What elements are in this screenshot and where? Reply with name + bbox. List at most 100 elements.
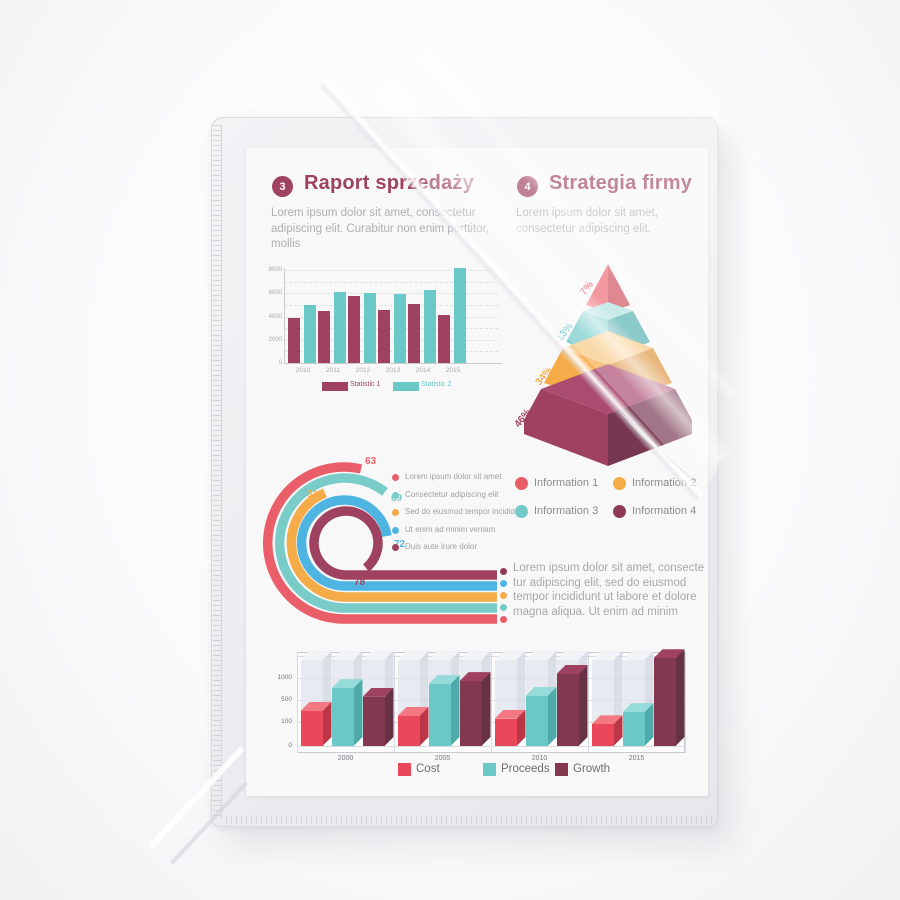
bar-growth-top — [362, 687, 394, 697]
ghost-column-top — [331, 651, 363, 660]
bar-cost-side — [419, 706, 429, 746]
sleeve-seam-bottom — [226, 816, 714, 824]
paragraph-line: magna aliqua. Ut enim ad minim — [513, 605, 678, 618]
arc-value-31: 31 — [307, 489, 319, 500]
arc-value-78: 78 — [354, 577, 366, 588]
legend-dot — [392, 544, 399, 552]
bar-proceeds-front — [525, 696, 548, 746]
bar-proceeds-top — [622, 703, 654, 713]
y-axis-tick: 500 — [281, 696, 292, 703]
bar-growth-top — [556, 665, 588, 675]
y-axis-line — [284, 268, 285, 363]
bar-proceeds-front — [428, 684, 451, 746]
bullet-dot — [500, 616, 507, 623]
y-axis-tick: 1000 — [277, 674, 292, 681]
bar-proceeds-front — [331, 688, 354, 746]
bar-growth-side — [675, 649, 685, 746]
bullet-dot — [500, 604, 507, 611]
sleeve-seam-left — [213, 125, 222, 819]
arc-value-72: 72 — [394, 539, 406, 550]
ghost-column-top — [362, 651, 394, 660]
ghost-column-top — [556, 651, 588, 660]
y-axis-tick: 0 — [278, 360, 282, 366]
bar-cost-front — [397, 715, 420, 746]
bar-cost-side — [516, 709, 526, 746]
ghost-column-side — [613, 651, 623, 746]
legend-dot — [392, 526, 399, 534]
ghost-column-top — [494, 651, 526, 660]
bar-cost-side — [322, 702, 332, 746]
bar-growth-front — [556, 674, 579, 746]
bar-growth-top — [459, 672, 491, 682]
finance-chart-legend: Cost Proceeds Growth — [383, 761, 663, 779]
legend-label-growth: Growth — [573, 763, 611, 775]
bar-growth-front — [362, 696, 385, 746]
ghost-column-side — [322, 651, 332, 746]
legend-label: Information 4 — [632, 505, 697, 517]
bullet-dot — [500, 592, 507, 599]
bar-cost-front — [494, 718, 517, 746]
bar-proceeds-side — [353, 679, 363, 746]
bar-proceeds-front — [622, 712, 645, 746]
ghost-column-top — [459, 651, 491, 660]
bar-growth-front — [653, 658, 676, 746]
bar-growth-side — [481, 672, 491, 746]
sleeve-glass-overlay — [246, 148, 708, 796]
arc-blue — [296, 495, 497, 591]
legend-label: Duis aute irure dolor — [405, 542, 478, 552]
bar-proceeds-side — [644, 703, 654, 746]
y-axis-tick: 4000 — [268, 313, 282, 320]
legend-label-proceeds: Proceeds — [501, 763, 550, 775]
bar-proceeds-top — [428, 675, 460, 685]
ghost-column-top — [300, 651, 332, 660]
bar-proceeds-top — [525, 687, 557, 697]
y-axis-tick: 100 — [281, 718, 292, 725]
paragraph-line: Lorem ipsum dolor sit amet, consecte — [513, 562, 705, 574]
y-axis-tick: 0 — [288, 742, 292, 749]
legend-swatch-cost — [398, 763, 411, 776]
x-axis-tick: 2010 — [295, 367, 311, 374]
bar-cost-top — [300, 702, 332, 711]
x-axis-tick: 2015 — [628, 755, 645, 762]
arc-maroon — [309, 506, 497, 580]
legend-dot — [613, 505, 626, 518]
legend-label-cost: Cost — [416, 763, 440, 775]
x-axis-tick: 2010 — [531, 755, 548, 762]
ghost-column-top — [397, 651, 429, 660]
legend-label: Sed do eiusmod tempor incididunt — [405, 507, 526, 517]
bar-cost-top — [397, 706, 429, 716]
y-axis-tick: 2000 — [268, 336, 282, 343]
legend-row: Sed do eiusmod tempor incididunt — [392, 506, 526, 524]
y-axis-tick: 6000 — [268, 290, 282, 297]
bar-growth-side — [578, 665, 588, 746]
ghost-column-top — [525, 651, 557, 660]
section-badge-3: 3 — [272, 176, 293, 197]
legend-swatch-proceeds — [483, 763, 496, 776]
bar-growth-side — [384, 687, 394, 746]
finance-3d-bar-chart: 1000 500 100 0 2000 2005 2010 2015 — [270, 648, 694, 762]
x-axis-tick: 2000 — [337, 755, 354, 762]
grid-line-vertical — [394, 652, 395, 753]
y-axis-tick: 8000 — [268, 267, 282, 273]
bar-growth-top — [653, 649, 685, 659]
paragraph-line: tempor incididunt ut labore et dolore — [513, 591, 697, 603]
bar-cost-front — [300, 711, 323, 746]
bullet-dot — [500, 568, 507, 575]
legend-row: Duis aute irure dolor — [392, 541, 517, 559]
grid-line-vertical — [297, 652, 298, 753]
legend-label: Ut enim ad minim veniam — [405, 524, 496, 534]
ghost-column-top — [622, 651, 654, 660]
bar-cost-top — [591, 715, 623, 725]
legend-dot — [392, 509, 399, 517]
grid-line-vertical — [685, 652, 686, 753]
bar-growth-front — [459, 681, 482, 746]
bar-proceeds-top — [331, 679, 363, 689]
ghost-column-top — [591, 651, 623, 660]
bullet-dot — [500, 580, 507, 587]
ghost-column-side — [644, 651, 654, 746]
grid-line-vertical — [491, 652, 492, 753]
arc-orange — [286, 488, 497, 602]
bar-cost-front — [591, 724, 614, 746]
legend-label: Information 3 — [534, 505, 599, 517]
